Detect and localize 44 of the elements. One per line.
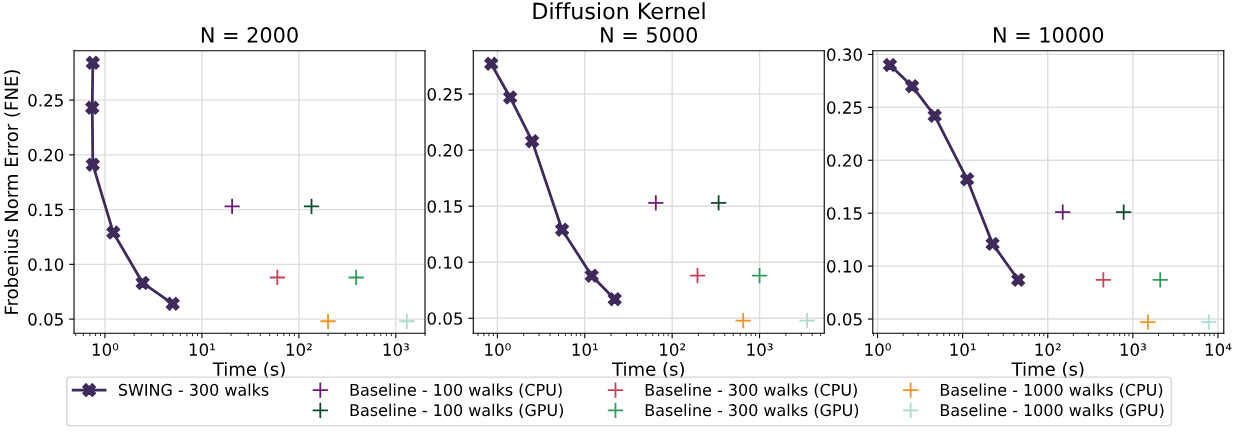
y-tick-label: 0.25: [28, 94, 63, 107]
x-tick-label: 10³: [1120, 343, 1146, 356]
x-tick-label: 10¹: [950, 343, 976, 356]
x-tick-label: 10¹: [189, 343, 215, 356]
x-tick-label: 10²: [660, 343, 686, 356]
y-tick-label: 0.10: [427, 256, 463, 269]
y-tick-label: 0.25: [427, 88, 463, 101]
x-tick-label: 10³: [383, 343, 409, 356]
y-tick-label: 0.05: [28, 313, 63, 326]
x-tick-label: 10⁰: [92, 343, 119, 356]
x-axis-title: Time (s): [612, 361, 684, 379]
y-tick-label: 0.15: [827, 207, 862, 220]
legend-label: Baseline - 100 walks (CPU): [350, 383, 562, 398]
chart-title: N = 2000: [201, 27, 298, 43]
chart-title: N = 5000: [601, 27, 698, 43]
y-tick-label: 0.25: [827, 101, 862, 114]
y-tick-label: 0.20: [427, 144, 463, 157]
x-tick-label: 10²: [286, 343, 312, 356]
x-tick-label: 10¹: [572, 343, 598, 356]
y-tick-label: 0.10: [28, 258, 64, 271]
y-tick-label: 0.05: [427, 312, 463, 325]
y-tick-label: 0.20: [28, 148, 64, 162]
x-tick-label: 10⁰: [865, 343, 891, 356]
chart-title: N = 10000: [994, 27, 1104, 43]
legend-label: Baseline - 1000 walks (CPU): [940, 383, 1163, 398]
x-axis-title: Time (s): [1011, 361, 1084, 379]
legend-label: Baseline - 1000 walks (GPU): [940, 403, 1164, 419]
legend-label: SWING - 300 walks: [118, 383, 269, 396]
y-tick-label: 0.30: [827, 48, 862, 61]
y-tick-label: 0.15: [427, 200, 463, 213]
legend-label: Baseline - 300 walks (GPU): [645, 403, 859, 419]
x-tick-label: 10⁴: [1205, 343, 1232, 356]
y-tick-label: 0.15: [28, 203, 63, 217]
y-tick-label: 0.05: [827, 312, 862, 326]
chart-subtitle: Diffusion Kernel: [533, 2, 705, 20]
y-tick-label: 0.10: [827, 260, 862, 273]
x-tick-label: 10³: [747, 343, 773, 356]
x-tick-label: 10²: [1035, 343, 1061, 356]
y-tick-label: 0.20: [827, 154, 862, 167]
legend-label: Baseline - 100 walks (GPU): [350, 403, 563, 419]
y-axis-title: Frobenius Norm Error (FNE): [4, 70, 21, 314]
x-axis-title: Time (s): [212, 361, 285, 379]
x-tick-label: 10⁰: [485, 343, 511, 356]
legend-label: Baseline - 300 walks (CPU): [645, 383, 857, 398]
